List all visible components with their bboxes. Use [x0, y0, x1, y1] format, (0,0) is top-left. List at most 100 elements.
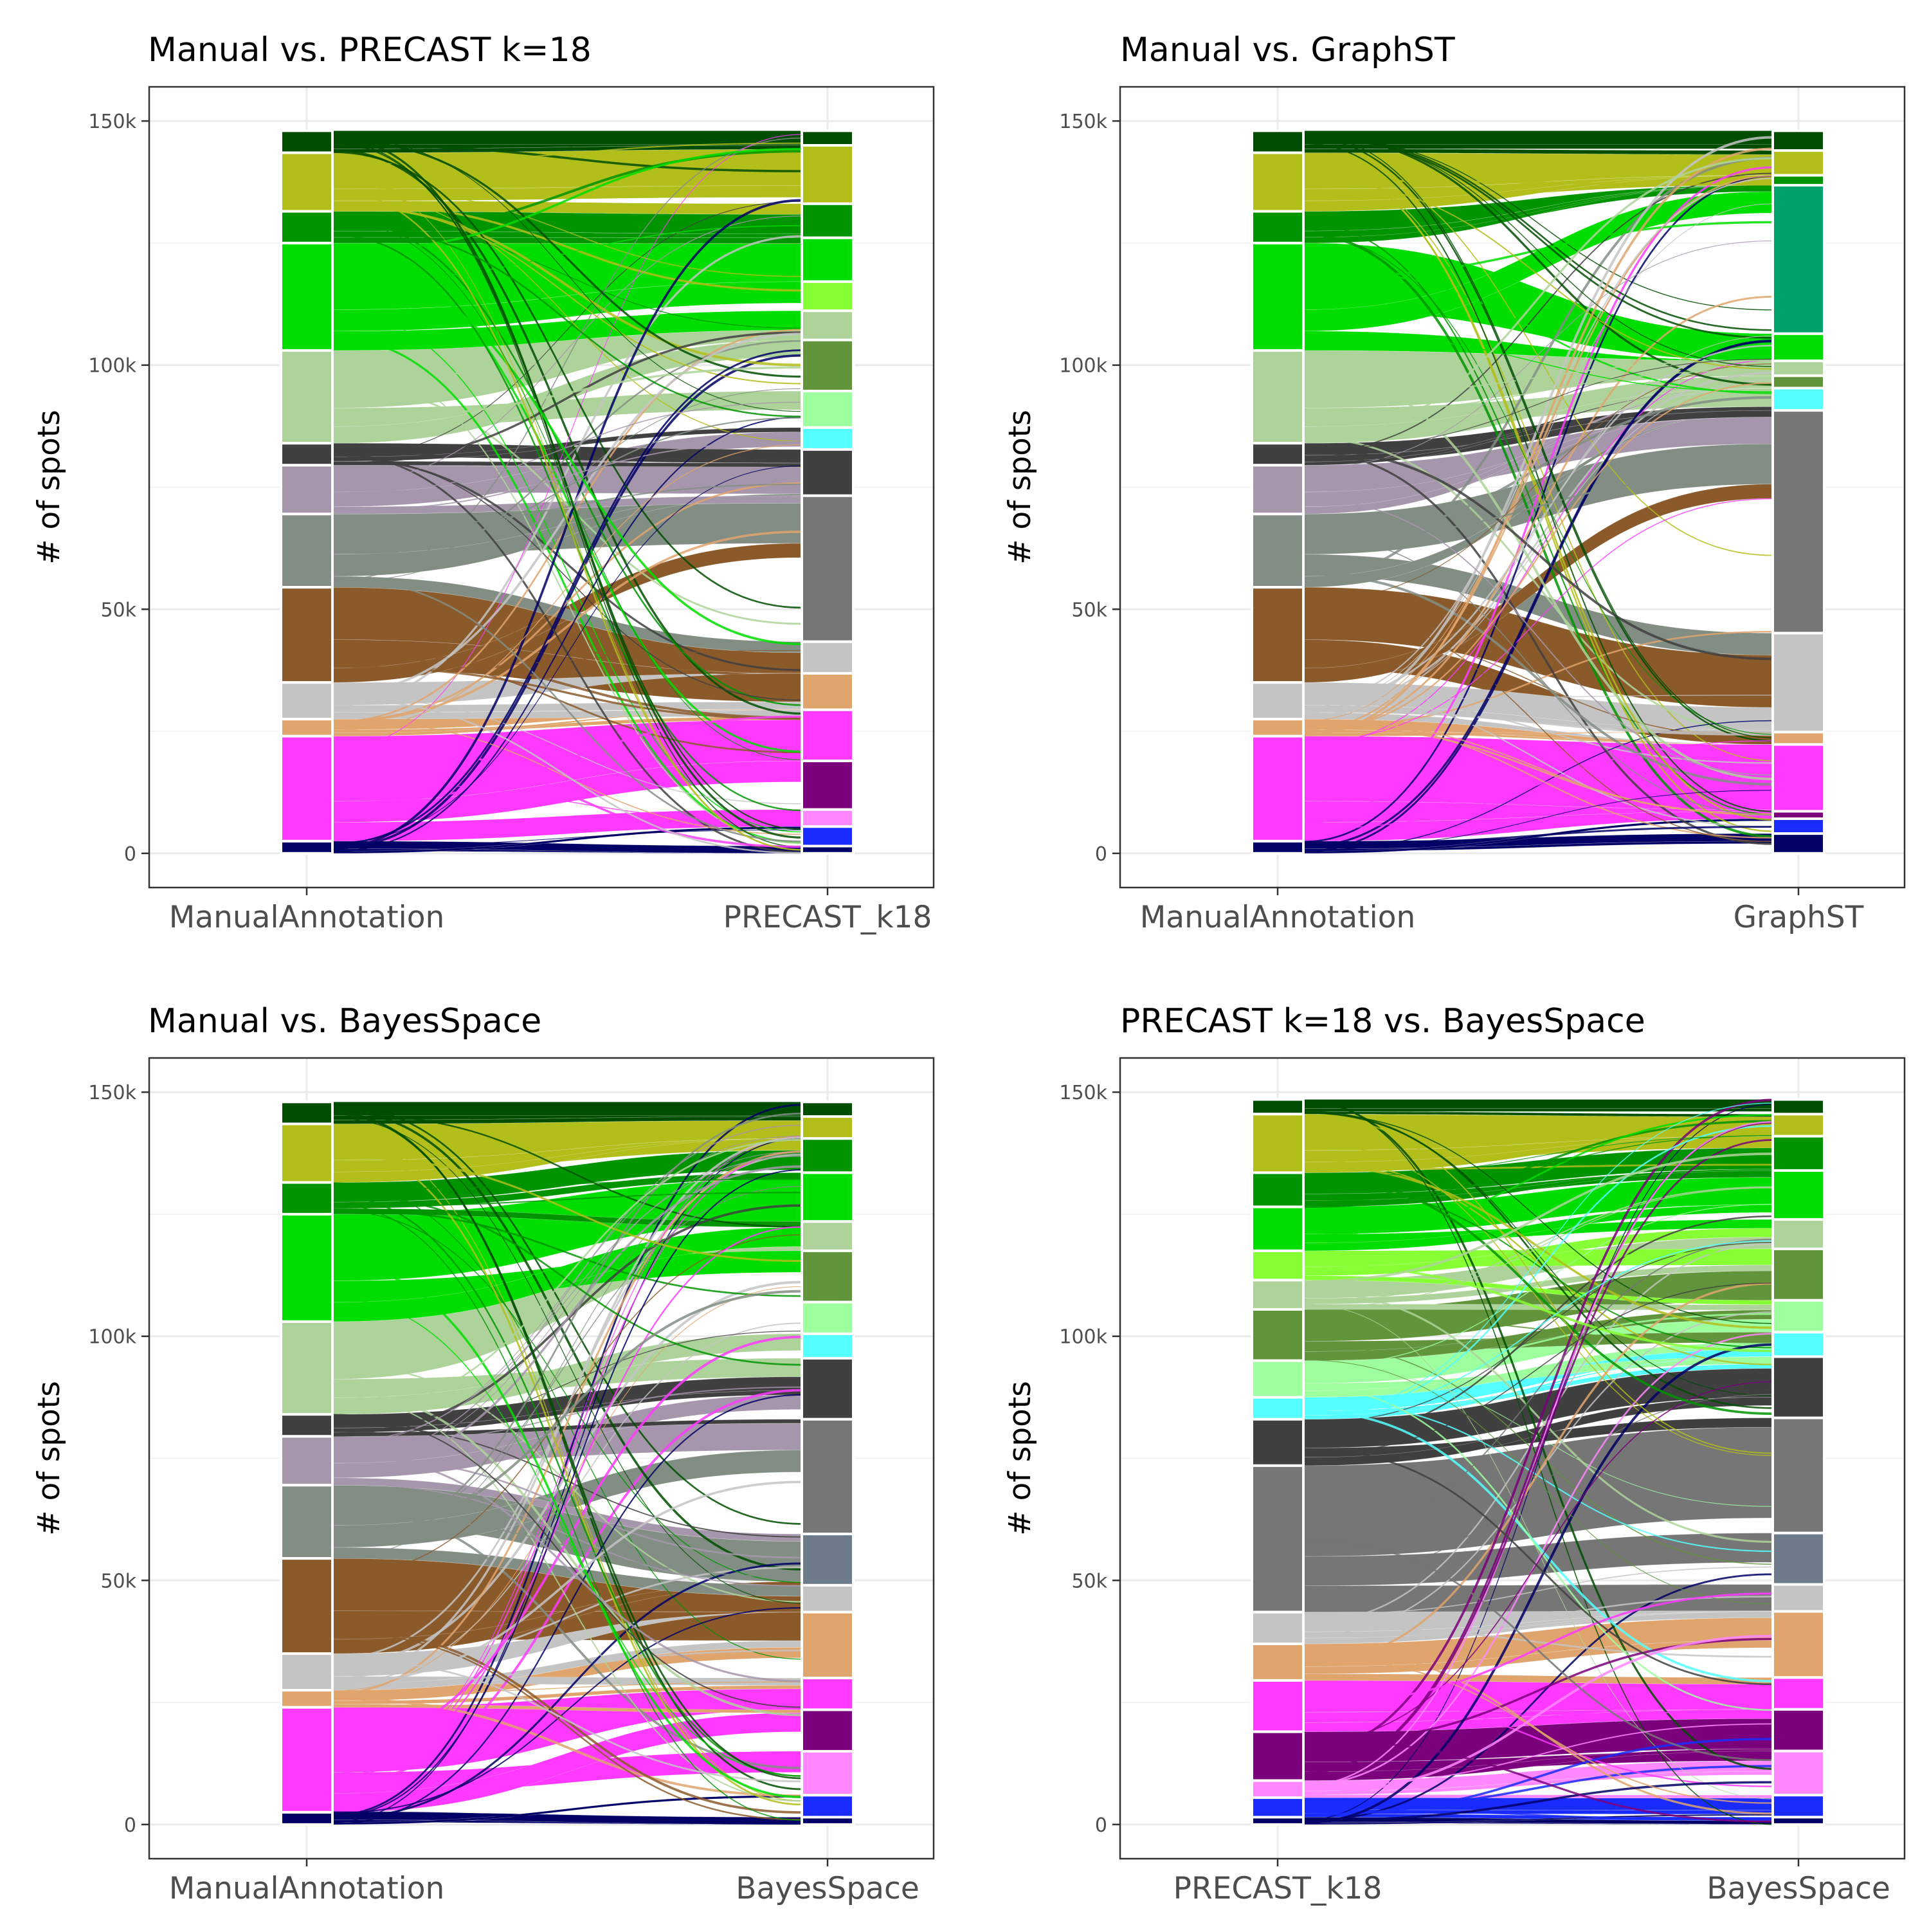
xtick-label: PRECAST_k18: [1173, 1871, 1382, 1906]
flow-thin: [332, 739, 802, 848]
flow-thin: [1303, 136, 1773, 339]
stratum-left: [1251, 1113, 1305, 1174]
panel-title: Manual vs. BayesSpace: [148, 1002, 541, 1041]
stratum-right: [801, 1300, 855, 1335]
flow-thin: [332, 1394, 802, 1825]
flow-thin: [1303, 1282, 1773, 1664]
stratum-right: [801, 1220, 855, 1252]
stratum-right: [801, 825, 855, 848]
flow-thin: [1303, 345, 1773, 704]
stratum-right: [801, 1583, 855, 1614]
flow-thin: [1303, 178, 1773, 722]
stratum-right: [1771, 1331, 1825, 1358]
flows: [332, 131, 802, 854]
flow-thin: [1303, 740, 1773, 830]
flow-thin: [332, 1452, 802, 1682]
flow-thin: [332, 205, 802, 385]
stratum-right: [801, 1417, 855, 1536]
y-axis-label: # of spots: [32, 410, 67, 565]
stratum-right: [1771, 1299, 1825, 1334]
flow-thin: [1303, 340, 1773, 848]
flow-thin: [332, 1297, 802, 1776]
stratum-right: [1771, 1794, 1825, 1819]
stratum-left: [280, 1413, 334, 1438]
flow-thin: [1303, 135, 1773, 331]
flow-thin: [332, 225, 802, 282]
stratum-right: [1771, 1676, 1825, 1711]
flow-thin: [1303, 136, 1773, 720]
flow-thin: [332, 219, 802, 760]
flow-thin: [332, 1194, 802, 1366]
panel-title: Manual vs. PRECAST k=18: [148, 31, 592, 69]
stratum-right: [801, 760, 855, 811]
stratum-left: [1251, 586, 1305, 684]
flow-thin: [332, 1156, 802, 1443]
flow-thin: [332, 336, 802, 844]
flow-thin: [332, 1335, 802, 1747]
stratum-right: [801, 338, 855, 393]
stratum-right: [1771, 1749, 1825, 1797]
stratum-right: [1771, 332, 1825, 363]
ytick-label: 100k: [88, 355, 136, 378]
stratum-right: [1771, 174, 1825, 187]
flow-thin: [1303, 1360, 1773, 1605]
flow-thin: [332, 1455, 802, 1559]
flow-thin: [332, 1155, 802, 1262]
flow: [332, 131, 802, 145]
flow-thin: [332, 531, 802, 723]
panel-border: [148, 1057, 935, 1860]
flow-thin: [1303, 1114, 1773, 1454]
flow-thin: [332, 780, 802, 822]
stratum-left: [280, 241, 334, 352]
stratum-left: [280, 464, 334, 516]
ytick-label: 0: [1095, 1814, 1107, 1837]
flow-thin: [1303, 1399, 1773, 1553]
flow-thin: [1303, 147, 1773, 736]
stratum-left: [1251, 1205, 1305, 1252]
flow-thin: [1303, 448, 1773, 661]
flow-thin: [1303, 1394, 1773, 1579]
flow-thin: [1303, 172, 1773, 453]
stratum-right: [1771, 1583, 1825, 1613]
stratum-left: [280, 210, 334, 244]
ytick-label: 50k: [100, 1570, 136, 1592]
flow-thin: [332, 1133, 802, 1801]
flow-thin: [332, 1135, 802, 1445]
panel-3: 0 50k 100k 150k ManualAnnotation BayesSpace # …: [32, 1002, 935, 1906]
flow-thin: [1303, 1174, 1773, 1416]
flow-thin: [332, 136, 802, 412]
ytick-label: 0: [1095, 843, 1107, 866]
stratum-left: [1251, 681, 1305, 721]
flow-thin: [1303, 1781, 1773, 1822]
stratum-right: [1771, 183, 1825, 335]
stratum-left: [1251, 210, 1305, 244]
flow-thin: [1303, 175, 1773, 843]
stratum-right: [1771, 374, 1825, 390]
stratum-left: [280, 1689, 334, 1709]
stratum-right: [1771, 1610, 1825, 1679]
flow-thin: [332, 187, 802, 277]
flow-thin: [1303, 358, 1773, 450]
flow-thin: [332, 1632, 802, 1821]
flow-thin: [332, 1104, 802, 1817]
stratum-right: [801, 1332, 855, 1360]
flow-thin: [332, 441, 802, 511]
stratum-left: [280, 129, 334, 154]
flow-thin: [1303, 295, 1773, 734]
stratum-right: [801, 1171, 855, 1223]
flow-thin: [332, 650, 802, 671]
flow-thin: [332, 417, 802, 557]
flow: [1303, 1099, 1773, 1109]
flow-thin: [1303, 240, 1773, 469]
stratum-left: [1251, 1359, 1305, 1399]
flow-thin: [332, 650, 802, 720]
stratum-left: [280, 734, 334, 843]
flow-thin: [1303, 1282, 1773, 1455]
flow-thin: [1303, 1626, 1773, 1658]
flow-thin: [1303, 134, 1773, 367]
stratum-left: [1251, 1396, 1305, 1421]
flow-thin: [332, 452, 802, 853]
stratum-left: [1251, 151, 1305, 213]
flow-thin: [1303, 1135, 1773, 1178]
